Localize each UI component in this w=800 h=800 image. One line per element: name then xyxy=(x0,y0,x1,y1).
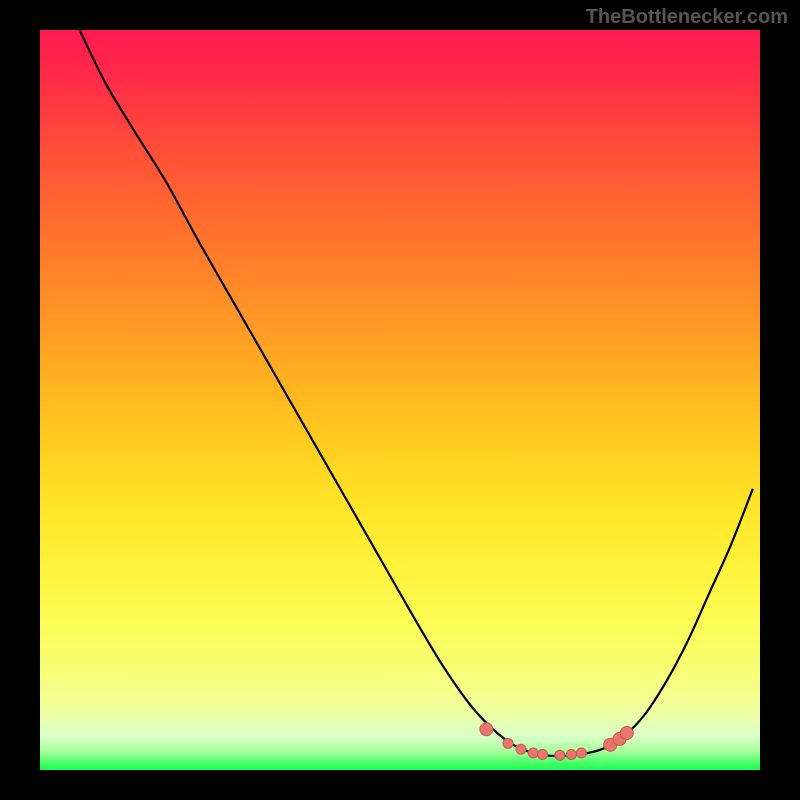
data-marker xyxy=(555,750,565,760)
data-marker xyxy=(503,738,513,748)
watermark-text: TheBottlenecker.com xyxy=(586,6,788,29)
chart-container: TheBottlenecker.com xyxy=(0,0,800,800)
data-marker xyxy=(620,727,633,740)
data-marker xyxy=(528,748,538,758)
data-marker xyxy=(576,748,586,758)
data-marker xyxy=(566,749,576,759)
curve-layer xyxy=(40,30,760,770)
data-marker xyxy=(538,749,548,759)
bottleneck-curve xyxy=(80,30,753,756)
data-marker xyxy=(480,723,493,736)
data-marker xyxy=(516,744,526,754)
plot-area xyxy=(40,30,760,770)
marker-group xyxy=(480,723,633,760)
